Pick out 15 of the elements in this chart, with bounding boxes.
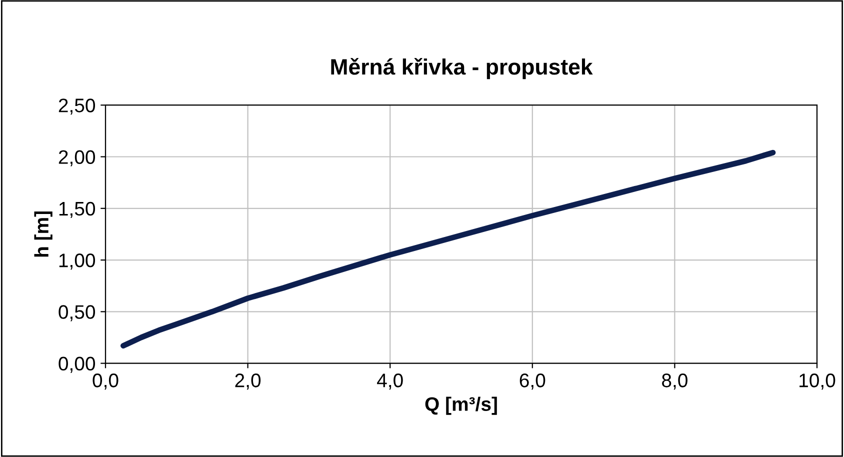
x-axis-title: Q [m³/s] [425,396,497,415]
x-tick-label: 6,0 [520,374,546,390]
y-tick-label: 0,50 [58,305,96,322]
y-tick-label: 1,50 [59,202,96,218]
y-tick-label: 2,50 [58,98,96,115]
chart-title: Měrná křivka - propustek [331,58,593,80]
x-tick-label: 10,0 [800,374,836,390]
x-tick-label: 4,0 [377,374,403,390]
y-tick-label: 2,00 [58,150,96,166]
y-tick-label: 0,00 [58,356,96,373]
x-tick-label: 2,0 [235,374,261,390]
y-tick-label: 1,00 [59,254,96,270]
y-axis-title: h [m] [34,212,52,257]
x-tick-label: 8,0 [662,374,688,390]
x-tick-label: 0,0 [92,374,118,390]
